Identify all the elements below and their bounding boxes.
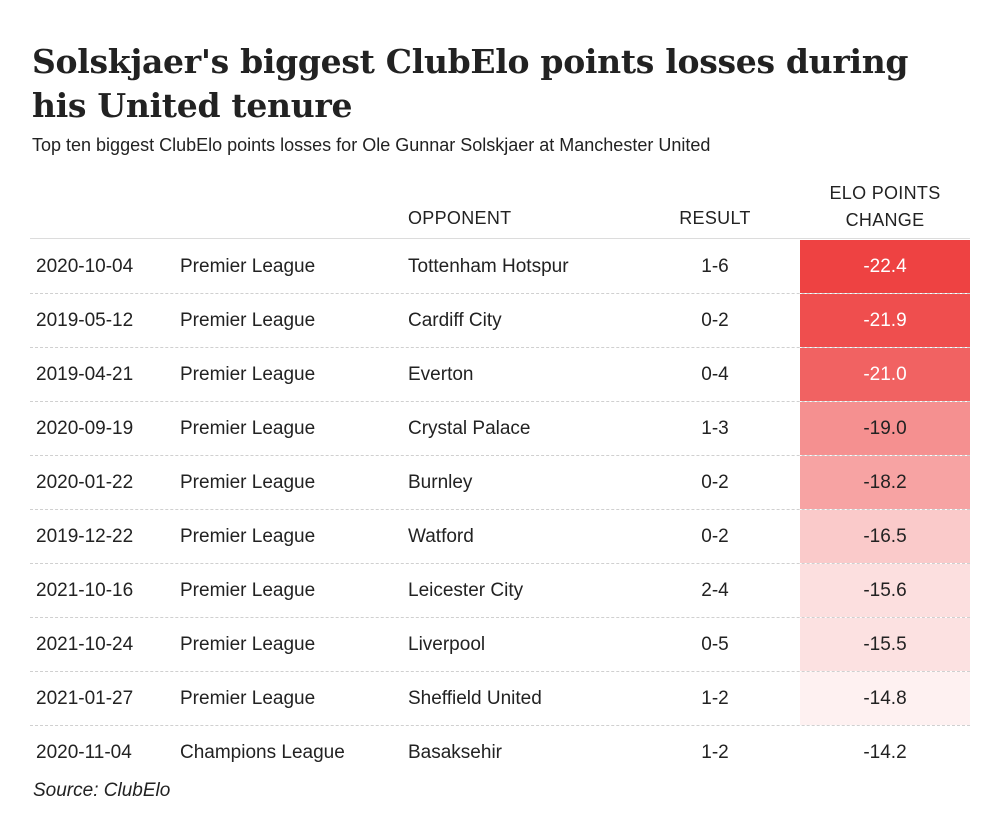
- cell-opponent: Everton: [408, 364, 474, 385]
- cell-competition: Premier League: [180, 526, 316, 547]
- cell-result: 0-2: [701, 310, 729, 331]
- cell-elo-change: -16.5: [800, 510, 970, 563]
- chart-title: Solskjaer's biggest ClubElo points losse…: [32, 42, 909, 125]
- cell-competition: Premier League: [180, 310, 316, 331]
- cell-elo-change: -15.6: [800, 564, 970, 617]
- cell-opponent: Basaksehir: [408, 742, 502, 763]
- cell-opponent: Crystal Palace: [408, 418, 531, 439]
- cell-competition: Premier League: [180, 688, 316, 709]
- table-row: 2019-12-22 Premier League Watford 0-2 -16.5: [30, 510, 970, 564]
- cell-date: 2020-10-04: [36, 256, 134, 277]
- table-row: 2019-04-21 Premier League Everton 0-4 -21.0: [30, 348, 970, 402]
- table-row: 2020-01-22 Premier League Burnley 0-2 -18.2: [30, 456, 970, 510]
- table-row: 2021-10-24 Premier League Liverpool 0-5 -15.…: [30, 618, 970, 672]
- cell-date: 2019-04-21: [36, 364, 134, 385]
- cell-opponent: Sheffield United: [408, 688, 542, 709]
- table-row: 2019-05-12 Premier League Cardiff City 0-2 -…: [30, 294, 970, 348]
- cell-elo-change: -14.2: [800, 726, 970, 779]
- source-note: Source: ClubElo: [33, 780, 171, 801]
- cell-result: 1-3: [701, 418, 729, 439]
- cell-date: 2020-09-19: [36, 418, 134, 439]
- cell-competition: Premier League: [180, 472, 316, 493]
- cell-competition: Premier League: [180, 364, 316, 385]
- cell-elo-change: -18.2: [800, 456, 970, 509]
- cell-date: 2020-01-22: [36, 472, 134, 493]
- cell-elo-change: -21.9: [800, 294, 970, 347]
- table-row: 2021-01-27 Premier League Sheffield United…: [30, 672, 970, 726]
- cell-result: 1-6: [701, 256, 729, 277]
- table-header: OPPONENT RESULT ELO POINTS CHANGE: [30, 170, 970, 239]
- cell-date: 2019-05-12: [36, 310, 134, 331]
- cell-competition: Premier League: [180, 418, 316, 439]
- table-row: 2020-11-04 Champions League Basaksehir 1-2 -…: [30, 726, 970, 779]
- cell-opponent: Tottenham Hotspur: [408, 256, 569, 277]
- header-elo-points-change: ELO POINTS CHANGE: [829, 183, 941, 230]
- cell-opponent: Leicester City: [408, 580, 524, 601]
- table-body: 2020-10-04 Premier League Tottenham Hotspu…: [30, 240, 970, 779]
- cell-opponent: Liverpool: [408, 634, 486, 655]
- header-result: RESULT: [679, 208, 751, 228]
- cell-opponent: Watford: [408, 526, 474, 547]
- cell-result: 0-4: [701, 364, 729, 385]
- cell-date: 2021-10-24: [36, 634, 134, 655]
- table-row: 2021-10-16 Premier League Leicester City 2-…: [30, 564, 970, 618]
- cell-elo-change: -22.4: [800, 240, 970, 293]
- cell-competition: Premier League: [180, 634, 316, 655]
- cell-date: 2021-10-16: [36, 580, 134, 601]
- cell-result: 0-5: [701, 634, 729, 655]
- cell-opponent: Cardiff City: [408, 310, 502, 331]
- cell-result: 1-2: [701, 742, 729, 763]
- table-row: 2020-09-19 Premier League Crystal Palace 1-…: [30, 402, 970, 456]
- cell-result: 2-4: [701, 580, 729, 601]
- cell-date: 2019-12-22: [36, 526, 134, 547]
- cell-date: 2020-11-04: [36, 742, 132, 763]
- cell-elo-change: -21.0: [800, 348, 970, 401]
- cell-elo-change: -19.0: [800, 402, 970, 455]
- cell-competition: Premier League: [180, 580, 316, 601]
- cell-result: 0-2: [701, 472, 729, 493]
- table-row: 2020-10-04 Premier League Tottenham Hotspu…: [30, 240, 970, 294]
- cell-competition: Champions League: [180, 742, 345, 763]
- cell-result: 1-2: [701, 688, 729, 709]
- cell-result: 0-2: [701, 526, 729, 547]
- cell-elo-change: -15.5: [800, 618, 970, 671]
- header-opponent: OPPONENT: [408, 208, 512, 228]
- cell-elo-change: -14.8: [800, 672, 970, 725]
- cell-opponent: Burnley: [408, 472, 473, 493]
- cell-date: 2021-01-27: [36, 688, 134, 709]
- cell-competition: Premier League: [180, 256, 316, 277]
- chart-subtitle: Top ten biggest ClubElo points losses fo…: [32, 135, 711, 155]
